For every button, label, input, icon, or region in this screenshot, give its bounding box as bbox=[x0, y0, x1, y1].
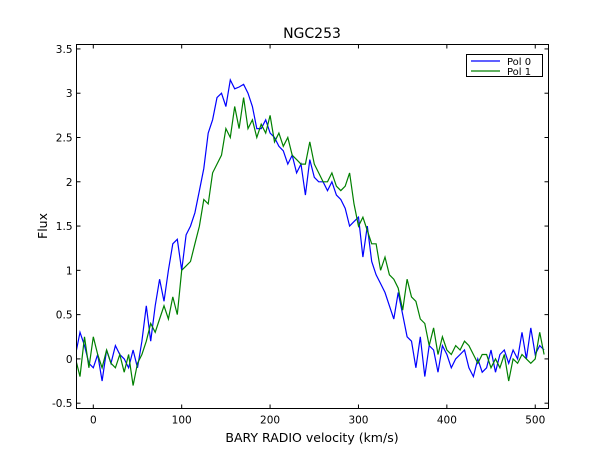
x-tick-label: 100 bbox=[172, 415, 192, 427]
x-tick-label: 300 bbox=[348, 415, 368, 427]
y-tick-label: 2 bbox=[66, 177, 73, 189]
legend-label: Pol 0 bbox=[507, 57, 531, 68]
y-tick-label: 3.5 bbox=[56, 44, 73, 56]
x-tick-label: 0 bbox=[90, 415, 97, 427]
y-tick-label: 3 bbox=[66, 88, 73, 100]
y-tick-label: 1 bbox=[66, 265, 73, 277]
y-tick-label: 2.5 bbox=[56, 132, 73, 144]
x-tick-label: 200 bbox=[260, 415, 280, 427]
legend-label: Pol 1 bbox=[507, 67, 531, 78]
y-axis-label: Flux bbox=[35, 213, 50, 239]
series-line-pol-0 bbox=[76, 77, 545, 382]
plot-frame bbox=[76, 44, 549, 409]
plot-lines bbox=[76, 77, 545, 386]
y-tick-label: 1.5 bbox=[56, 221, 73, 233]
x-tick-label: 500 bbox=[525, 415, 545, 427]
chart-title: NGC253 bbox=[283, 26, 341, 42]
y-tick-label: 0 bbox=[66, 354, 73, 366]
series-line-pol-1 bbox=[76, 97, 545, 386]
axis-ticks: 0 100 200 300 400 500 -0.5 0 0.5 1 1.5 2 2.5 3 3.5 bbox=[52, 44, 549, 427]
x-axis-label: BARY RADIO velocity (km/s) bbox=[225, 430, 398, 445]
y-tick-label: 0.5 bbox=[56, 310, 73, 322]
x-tick-label: 400 bbox=[437, 415, 457, 427]
y-tick-label: -0.5 bbox=[52, 398, 73, 410]
